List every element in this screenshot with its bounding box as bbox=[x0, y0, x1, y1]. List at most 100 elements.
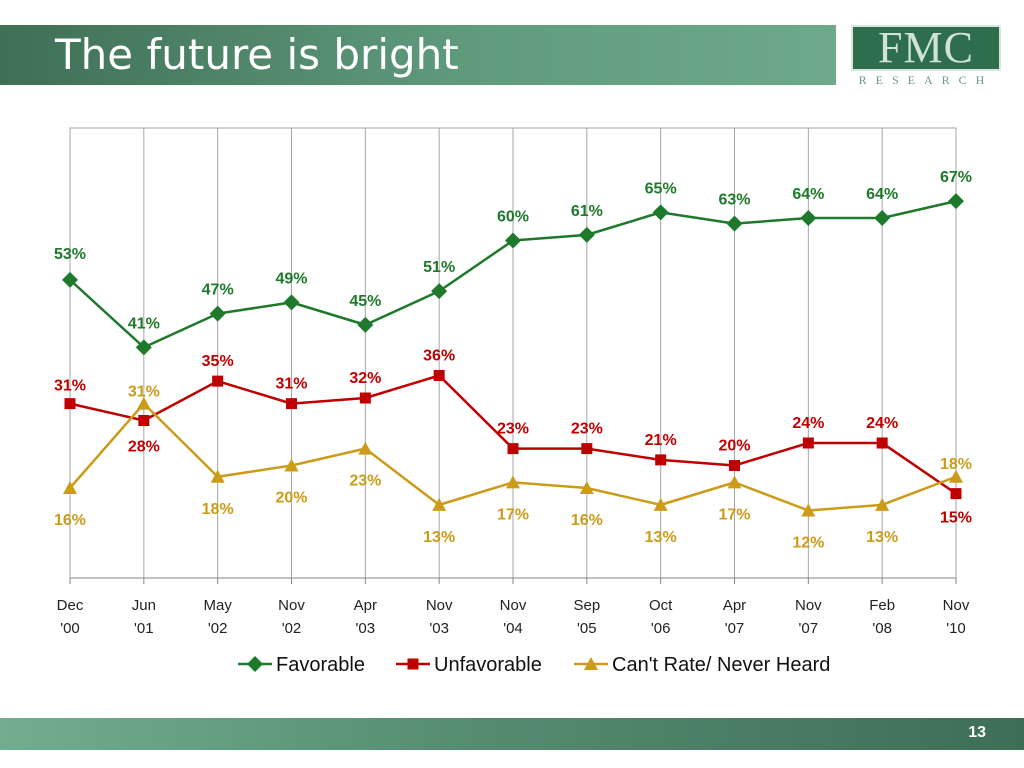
x-tick-label: Oct '06 bbox=[649, 597, 673, 637]
data-point-marker bbox=[212, 375, 224, 387]
data-label: 20% bbox=[718, 438, 750, 455]
data-point-marker bbox=[507, 443, 519, 455]
page-number: 13 bbox=[968, 724, 986, 741]
data-label: 18% bbox=[940, 456, 972, 473]
data-point-marker bbox=[948, 193, 964, 210]
data-point-marker bbox=[874, 210, 891, 226]
data-point-marker bbox=[210, 469, 225, 483]
data-label: 41% bbox=[128, 315, 160, 332]
data-label: 16% bbox=[571, 512, 603, 529]
data-label: 31% bbox=[275, 376, 307, 393]
data-label: 13% bbox=[645, 529, 677, 546]
data-point-marker bbox=[949, 469, 963, 483]
data-point-marker bbox=[433, 370, 445, 381]
data-label: 28% bbox=[128, 439, 160, 456]
legend-marker bbox=[247, 656, 263, 672]
logo-mark: FMC bbox=[878, 23, 974, 72]
fmc-research-logo: FMC RESEARCH bbox=[851, 25, 1001, 87]
legend-label: Unfavorable bbox=[434, 654, 542, 676]
x-tick-label: Nov '04 bbox=[500, 597, 527, 637]
data-point-marker bbox=[726, 215, 743, 232]
legend-label: Favorable bbox=[276, 654, 365, 676]
data-point-marker bbox=[209, 305, 226, 322]
legend-marker bbox=[584, 657, 598, 670]
data-label: 64% bbox=[866, 186, 898, 203]
data-label: 53% bbox=[54, 246, 86, 263]
x-tick-label: Apr '07 bbox=[723, 597, 746, 637]
data-point-marker bbox=[286, 398, 297, 410]
data-point-marker bbox=[62, 271, 78, 288]
data-point-marker bbox=[653, 497, 668, 511]
x-tick-label: Nov '03 bbox=[426, 597, 453, 637]
data-point-marker bbox=[138, 415, 150, 426]
x-tick-label: Nov '10 bbox=[943, 597, 970, 637]
data-label: 12% bbox=[792, 535, 824, 552]
data-label: 35% bbox=[202, 353, 234, 370]
x-tick-label: Nov '07 bbox=[795, 597, 822, 637]
data-point-marker bbox=[655, 454, 667, 466]
data-label: 45% bbox=[349, 293, 381, 310]
footer-bar: 13 bbox=[0, 718, 1024, 750]
data-point-marker bbox=[136, 396, 151, 410]
data-point-marker bbox=[727, 475, 742, 489]
data-label: 31% bbox=[54, 378, 86, 395]
data-label: 16% bbox=[54, 512, 86, 529]
data-label: 47% bbox=[202, 282, 234, 299]
data-label: 21% bbox=[645, 432, 677, 449]
x-tick-label: May '02 bbox=[203, 597, 232, 637]
data-label: 60% bbox=[497, 209, 529, 226]
x-tick-label: Dec '00 bbox=[57, 597, 84, 637]
data-point-marker bbox=[431, 283, 448, 300]
data-label: 23% bbox=[497, 421, 529, 438]
data-point-marker bbox=[800, 210, 817, 226]
data-label: 32% bbox=[349, 370, 381, 387]
data-point-marker bbox=[432, 497, 447, 511]
line-chart: Dec '00 Jun '01 May '02 Nov '02 Apr '03 Nov '03 Nov '… bbox=[54, 127, 972, 676]
data-label: 49% bbox=[275, 270, 307, 287]
data-point-marker bbox=[358, 441, 373, 455]
data-point-marker bbox=[506, 475, 520, 489]
logo-subtitle: RESEARCH bbox=[858, 73, 994, 87]
x-tick-label: Apr '03 bbox=[354, 597, 377, 637]
data-label: 23% bbox=[349, 473, 381, 490]
data-point-marker bbox=[357, 316, 374, 333]
data-label: 24% bbox=[866, 415, 898, 432]
legend-label: Can't Rate/ Never Heard bbox=[612, 654, 830, 676]
data-label: 17% bbox=[497, 506, 529, 523]
x-tick-label: Sep '05 bbox=[573, 597, 600, 637]
data-point-marker bbox=[950, 488, 962, 500]
data-label: 24% bbox=[792, 415, 824, 432]
data-point-marker bbox=[801, 503, 816, 517]
data-point-marker bbox=[505, 232, 521, 249]
data-point-marker bbox=[875, 497, 890, 511]
legend-marker bbox=[407, 658, 419, 670]
data-point-marker bbox=[652, 204, 669, 221]
data-point-marker bbox=[578, 226, 595, 243]
data-label: 31% bbox=[128, 384, 160, 401]
data-label: 64% bbox=[792, 186, 824, 203]
x-tick-label: Jun '01 bbox=[132, 597, 156, 637]
logo-box bbox=[851, 25, 1001, 71]
data-point-marker bbox=[876, 437, 888, 449]
data-label: 18% bbox=[202, 501, 234, 518]
bottom-strip bbox=[0, 750, 1024, 768]
data-label: 17% bbox=[718, 506, 750, 523]
data-point-marker bbox=[802, 437, 814, 449]
data-point-marker bbox=[359, 392, 371, 404]
data-label: 65% bbox=[645, 180, 677, 197]
data-point-marker bbox=[283, 294, 300, 311]
data-label: 20% bbox=[275, 490, 307, 507]
data-point-marker bbox=[64, 398, 76, 410]
title-bar: The future is bright bbox=[0, 25, 836, 85]
data-point-marker bbox=[135, 339, 152, 356]
x-tick-label: Nov '02 bbox=[278, 597, 305, 637]
data-label: 63% bbox=[718, 192, 750, 209]
data-point-marker bbox=[729, 460, 740, 471]
data-label: 13% bbox=[866, 529, 898, 546]
data-label: 15% bbox=[940, 510, 972, 527]
data-label: 51% bbox=[423, 259, 455, 276]
data-label: 61% bbox=[571, 203, 603, 220]
data-label: 36% bbox=[423, 348, 455, 365]
data-point-marker bbox=[63, 481, 77, 494]
data-label: 23% bbox=[571, 421, 603, 438]
